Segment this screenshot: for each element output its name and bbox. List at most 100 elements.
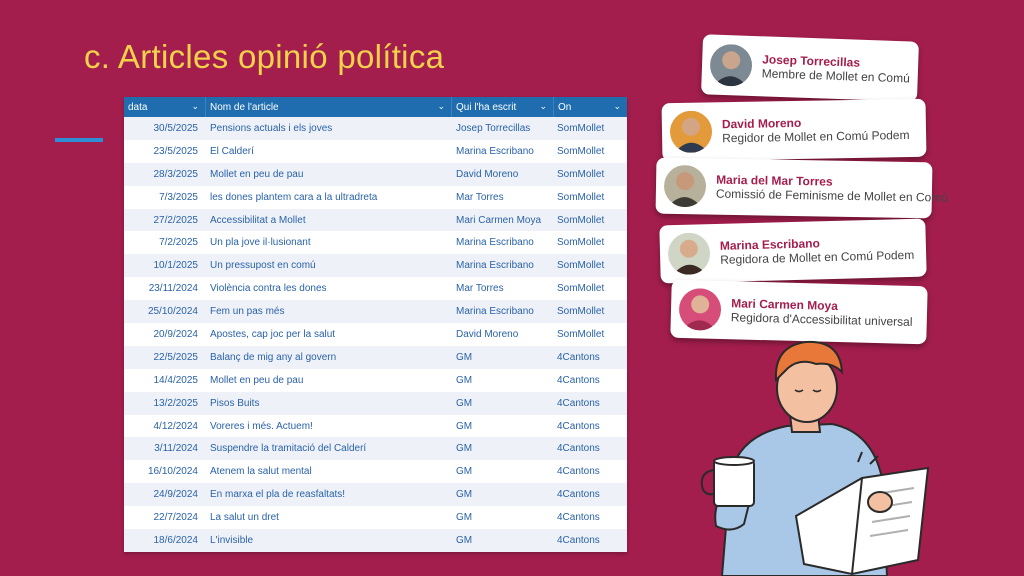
- cell-date: 4/12/2024: [153, 420, 199, 432]
- cell-source: 4Cantons: [557, 420, 600, 432]
- cell-author: Marina Escribano: [456, 145, 534, 157]
- cell-article: Balanç de mig any al govern: [210, 351, 337, 363]
- table-body: 30/5/2025 Pensions actuals i els joves Jos…: [124, 117, 627, 552]
- cell-source: SomMollet: [557, 122, 605, 134]
- cell-date: 20/9/2024: [153, 328, 199, 340]
- cell-source: SomMollet: [557, 145, 605, 157]
- table-row: 3/11/2024 Suspendre la tramitació del Cal…: [124, 437, 627, 461]
- cell-article: Fem un pas més: [210, 306, 285, 318]
- header-date-label: data: [128, 101, 148, 113]
- table-row: 18/6/2024 L'invisible GM 4Cantons: [124, 529, 627, 552]
- profile-card-maria: Maria del Mar Torres Comissió de Feminis…: [655, 157, 948, 219]
- cell-author: GM: [456, 397, 473, 409]
- cell-date: 7/2/2025: [159, 237, 198, 249]
- table-row: 28/3/2025 Mollet en peu de pau David Moren…: [124, 162, 627, 186]
- cell-author: GM: [456, 466, 473, 478]
- table-row: 7/2/2025 Un pla jove il·lusionant Marina E…: [124, 231, 627, 255]
- cell-source: SomMollet: [557, 214, 605, 226]
- cell-date: 7/3/2025: [159, 191, 198, 203]
- header-source[interactable]: On ⌄: [554, 97, 627, 117]
- cell-date: 25/10/2024: [147, 306, 198, 318]
- cell-source: 4Cantons: [557, 374, 600, 386]
- cell-article: En marxa el pla de reasfaltats!: [210, 489, 346, 501]
- cell-article: Mollet en peu de pau: [210, 374, 304, 386]
- table-row: 10/1/2025 Un pressupost en comú Marina Esc…: [124, 254, 627, 278]
- table-row: 7/3/2025 les dones plantem cara a la ultr…: [124, 185, 627, 209]
- table-row: 23/11/2024 Violència contra les dones Mar …: [124, 277, 627, 301]
- header-author-label: Qui l'ha escrit: [456, 101, 517, 113]
- header-article-label: Nom de l'article: [210, 101, 279, 113]
- header-author[interactable]: Qui l'ha escrit ⌄: [452, 97, 554, 117]
- cell-author: GM: [456, 534, 473, 546]
- chevron-down-icon[interactable]: ⌄: [437, 101, 445, 111]
- cell-author: GM: [456, 351, 473, 363]
- cell-article: La salut un dret: [210, 512, 279, 524]
- table-row: 13/2/2025 Pisos Buits GM 4Cantons: [124, 391, 627, 415]
- cell-date: 23/11/2024: [148, 283, 198, 295]
- cell-author: David Moreno: [456, 328, 519, 340]
- cell-article: Pisos Buits: [210, 397, 260, 409]
- slide-title: c. Articles opinió política: [84, 38, 445, 75]
- cell-author: Marina Escribano: [456, 306, 534, 318]
- cell-date: 22/5/2025: [153, 351, 199, 363]
- cell-date: 16/10/2024: [147, 466, 198, 478]
- table-row: 22/5/2025 Balanç de mig any al govern GM 4C…: [124, 345, 627, 369]
- cell-author: Marina Escribano: [456, 237, 534, 249]
- table-row: 27/2/2025 Accessibilitat a Mollet Mari Car…: [124, 208, 627, 232]
- profile-card-mari-carmen: Mari Carmen Moya Regidora d'Accessibilit…: [670, 279, 928, 345]
- cell-source: SomMollet: [557, 237, 605, 249]
- cell-article: Un pla jove il·lusionant: [210, 237, 311, 249]
- cell-article: L'invisible: [210, 534, 254, 546]
- accent-line: [55, 138, 103, 142]
- chevron-down-icon[interactable]: ⌄: [191, 101, 199, 111]
- table-row: 20/9/2024 Apostes, cap joc per la salut Da…: [124, 323, 627, 346]
- profile-card-josep: Josep Torrecillas Membre de Mollet en Co…: [701, 34, 919, 102]
- cell-article: Violència contra les dones: [210, 283, 327, 295]
- cell-article: Accessibilitat a Mollet: [210, 214, 306, 226]
- cell-author: Josep Torrecillas: [456, 122, 531, 134]
- cell-author: GM: [456, 443, 473, 455]
- table-row: 23/5/2025 El Calderí Marina Escribano SomMo…: [124, 139, 627, 163]
- cell-article: Apostes, cap joc per la salut: [210, 328, 336, 340]
- cell-date: 24/9/2024: [153, 489, 199, 501]
- cell-date: 28/3/2025: [153, 168, 199, 180]
- card-role: Regidor de Mollet en Comú Podem: [722, 127, 910, 146]
- header-article[interactable]: Nom de l'article ⌄: [206, 97, 452, 117]
- cell-source: 4Cantons: [557, 351, 600, 363]
- articles-table: data ⌄ Nom de l'article ⌄ Qui l'ha escri…: [124, 97, 627, 552]
- cell-article: El Calderí: [210, 145, 254, 157]
- cell-author: GM: [456, 489, 473, 501]
- cell-source: SomMollet: [557, 191, 605, 203]
- card-role: Comissió de Feminisme de Mollet en Comú: [715, 186, 949, 205]
- cell-article: Pensions actuals i els joves: [210, 122, 333, 134]
- cell-author: GM: [456, 512, 473, 524]
- cell-date: 18/6/2024: [153, 534, 199, 546]
- cell-date: 14/4/2025: [153, 374, 199, 386]
- cell-article: Suspendre la tramitació del Calderí: [210, 443, 367, 455]
- cell-author: GM: [456, 374, 473, 386]
- table-row: 22/7/2024 La salut un dret GM 4Cantons: [124, 506, 627, 530]
- reading-person-illustration: [700, 340, 930, 576]
- table-row: 16/10/2024 Atenem la salut mental GM 4Canto…: [124, 460, 627, 484]
- cell-author: Mar Torres: [456, 191, 504, 203]
- header-source-label: On: [558, 101, 572, 113]
- cell-source: SomMollet: [557, 260, 605, 272]
- cell-source: SomMollet: [557, 168, 605, 180]
- chevron-down-icon[interactable]: ⌄: [539, 101, 547, 111]
- chevron-down-icon[interactable]: ⌄: [613, 101, 621, 111]
- cell-article: Mollet en peu de pau: [210, 168, 304, 180]
- cell-source: 4Cantons: [557, 466, 600, 478]
- table-header: data ⌄ Nom de l'article ⌄ Qui l'ha escri…: [124, 97, 627, 117]
- avatar: [709, 43, 753, 87]
- cell-date: 22/7/2024: [153, 512, 199, 524]
- cell-date: 30/5/2025: [153, 122, 199, 134]
- cell-article: Un pressupost en comú: [210, 260, 316, 272]
- cell-source: 4Cantons: [557, 397, 600, 409]
- profile-card-marina: Marina Escribano Regidora de Mollet en C…: [659, 218, 927, 284]
- cell-date: 27/2/2025: [153, 214, 199, 226]
- header-date[interactable]: data ⌄: [124, 97, 206, 117]
- table-row: 25/10/2024 Fem un pas més Marina Escribano…: [124, 300, 627, 324]
- avatar: [678, 287, 722, 331]
- cell-date: 10/1/2025: [153, 260, 199, 272]
- avatar: [663, 164, 707, 208]
